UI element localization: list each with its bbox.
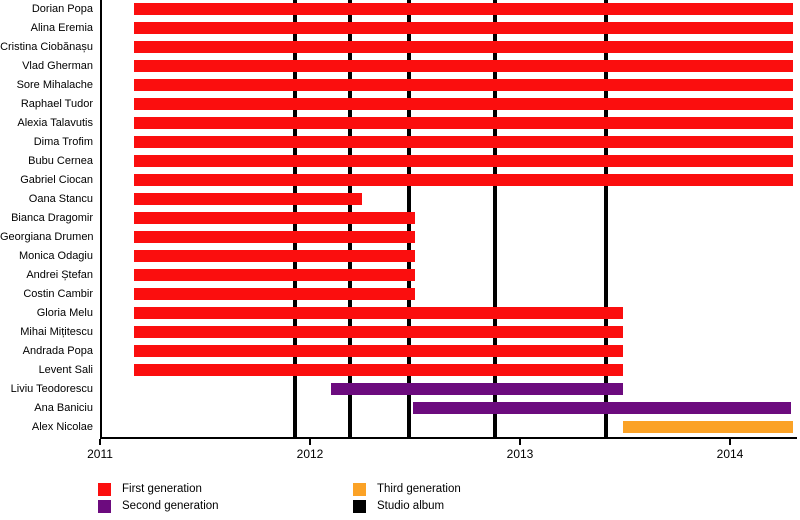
member-bar-first-generation	[133, 326, 623, 338]
member-label: Sore Mihalache	[16, 79, 93, 91]
member-label: Cristina Ciobănașu	[0, 41, 93, 53]
legend-label: First generation	[122, 483, 202, 495]
legend-label: Third generation	[377, 483, 461, 495]
member-label: Oana Stancu	[28, 193, 93, 205]
member-bar-first-generation	[133, 307, 623, 319]
member-label: Bubu Cernea	[28, 155, 93, 167]
member-label: Georgiana Drumen	[0, 231, 94, 243]
member-label: Alex Nicolae	[31, 421, 93, 433]
member-label: Dorian Popa	[31, 3, 93, 15]
member-bar-first-generation	[133, 345, 623, 357]
member-label: Gabriel Ciocan	[20, 174, 93, 186]
member-bar-first-generation	[133, 136, 793, 148]
member-label: Andrada Popa	[22, 345, 93, 357]
legend-swatch-second	[98, 500, 111, 513]
legend-swatch-first	[98, 483, 111, 496]
member-bar-first-generation	[133, 3, 793, 15]
member-label: Dima Trofim	[33, 136, 93, 148]
x-axis-tick-label: 2013	[506, 447, 534, 461]
member-label: Liviu Teodorescu	[10, 383, 93, 395]
member-label: Andrei Ștefan	[26, 269, 93, 281]
member-bar-first-generation	[133, 288, 415, 300]
member-bar-first-generation	[133, 117, 793, 129]
member-label: Costin Cambir	[23, 288, 93, 300]
x-axis-tick	[99, 439, 101, 445]
legend-label: Second generation	[122, 500, 219, 512]
studio-album-line	[604, 0, 609, 437]
legend: First generation Second generation Third g…	[0, 478, 800, 520]
member-label: Monica Odagiu	[19, 250, 93, 262]
x-axis-tick	[519, 439, 521, 445]
member-label: Bianca Dragomir	[11, 212, 93, 224]
member-label: Levent Sali	[38, 364, 93, 376]
member-label: Vlad Gherman	[22, 60, 93, 72]
member-bar-first-generation	[133, 79, 793, 91]
member-label: Raphael Tudor	[20, 98, 93, 110]
member-bar-second-generation	[412, 402, 791, 414]
x-axis-tick-label: 2014	[716, 447, 744, 461]
member-label: Alexia Talavutis	[17, 117, 93, 129]
legend-swatch-album	[353, 500, 366, 513]
member-bar-first-generation	[133, 364, 623, 376]
x-axis-line	[100, 437, 797, 439]
member-label: Alina Eremia	[30, 22, 93, 34]
member-bar-first-generation	[133, 98, 793, 110]
member-bar-third-generation	[622, 421, 793, 433]
legend-label: Studio album	[377, 500, 445, 512]
member-label: Ana Baniciu	[34, 402, 93, 414]
plot-area: Dorian Popa Alina Eremia Cristina Ciobănaș…	[0, 0, 797, 461]
member-bar-first-generation	[133, 250, 415, 262]
member-bar-first-generation	[133, 41, 793, 53]
x-axis-tick	[309, 439, 311, 445]
x-axis-tick-label: 2011	[87, 447, 113, 461]
x-axis-tick	[729, 439, 731, 445]
studio-album-line	[492, 0, 497, 437]
member-bar-first-generation	[133, 60, 793, 72]
member-bar-first-generation	[133, 174, 793, 186]
x-axis-tick-label: 2012	[296, 447, 324, 461]
member-bar-first-generation	[133, 231, 415, 243]
member-label: Mihai Mițitescu	[20, 326, 93, 338]
member-bar-first-generation	[133, 22, 793, 34]
member-bar-first-generation	[133, 193, 363, 205]
member-bar-first-generation	[133, 269, 415, 281]
member-bar-first-generation	[133, 155, 793, 167]
member-bar-second-generation	[331, 383, 623, 395]
y-axis-line	[100, 0, 102, 439]
legend-swatch-third	[353, 483, 366, 496]
member-label: Gloria Melu	[36, 307, 93, 319]
member-bar-first-generation	[133, 212, 415, 224]
